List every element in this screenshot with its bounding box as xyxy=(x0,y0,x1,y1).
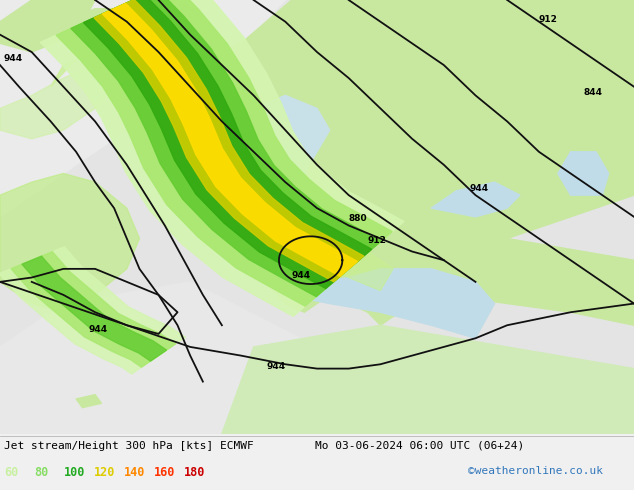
Text: ©weatheronline.co.uk: ©weatheronline.co.uk xyxy=(468,466,603,476)
Polygon shape xyxy=(558,152,609,195)
Polygon shape xyxy=(431,182,520,217)
Polygon shape xyxy=(222,191,393,291)
Text: Mo 03-06-2024 06:00 UTC (06+24): Mo 03-06-2024 06:00 UTC (06+24) xyxy=(315,441,524,451)
Text: 140: 140 xyxy=(124,466,145,479)
Polygon shape xyxy=(203,152,317,260)
Text: 912: 912 xyxy=(539,15,558,24)
Text: 912: 912 xyxy=(368,236,387,245)
Text: 944: 944 xyxy=(469,184,488,193)
Polygon shape xyxy=(76,394,101,408)
Polygon shape xyxy=(241,78,330,152)
Polygon shape xyxy=(103,3,358,276)
Polygon shape xyxy=(56,0,392,306)
Polygon shape xyxy=(94,0,364,282)
Text: 180: 180 xyxy=(184,466,205,479)
Polygon shape xyxy=(285,269,495,338)
Text: 80: 80 xyxy=(34,466,48,479)
Polygon shape xyxy=(444,0,634,173)
Polygon shape xyxy=(412,239,634,325)
Polygon shape xyxy=(0,0,634,434)
Text: 944: 944 xyxy=(292,271,311,280)
Text: 944: 944 xyxy=(89,325,108,334)
Polygon shape xyxy=(203,0,634,325)
Polygon shape xyxy=(0,65,114,139)
Text: 944: 944 xyxy=(266,362,285,370)
Polygon shape xyxy=(0,282,317,434)
Polygon shape xyxy=(51,9,158,43)
Polygon shape xyxy=(22,256,167,361)
Text: 120: 120 xyxy=(94,466,115,479)
Polygon shape xyxy=(0,0,285,217)
Polygon shape xyxy=(222,325,634,434)
Polygon shape xyxy=(0,173,139,312)
Polygon shape xyxy=(84,0,372,289)
Text: 60: 60 xyxy=(4,466,18,479)
Text: 944: 944 xyxy=(3,54,22,63)
Polygon shape xyxy=(0,0,95,52)
Polygon shape xyxy=(216,43,260,96)
Polygon shape xyxy=(190,61,222,87)
Polygon shape xyxy=(0,247,185,374)
Text: 160: 160 xyxy=(154,466,176,479)
Text: Jet stream/Height 300 hPa [kts] ECMWF: Jet stream/Height 300 hPa [kts] ECMWF xyxy=(4,441,254,451)
Text: 100: 100 xyxy=(64,466,86,479)
Text: 844: 844 xyxy=(583,88,602,98)
Polygon shape xyxy=(254,96,349,251)
Polygon shape xyxy=(41,0,404,316)
Polygon shape xyxy=(71,0,381,296)
Text: 880: 880 xyxy=(349,214,367,223)
Polygon shape xyxy=(51,35,330,225)
Polygon shape xyxy=(11,252,176,367)
Polygon shape xyxy=(304,0,431,52)
